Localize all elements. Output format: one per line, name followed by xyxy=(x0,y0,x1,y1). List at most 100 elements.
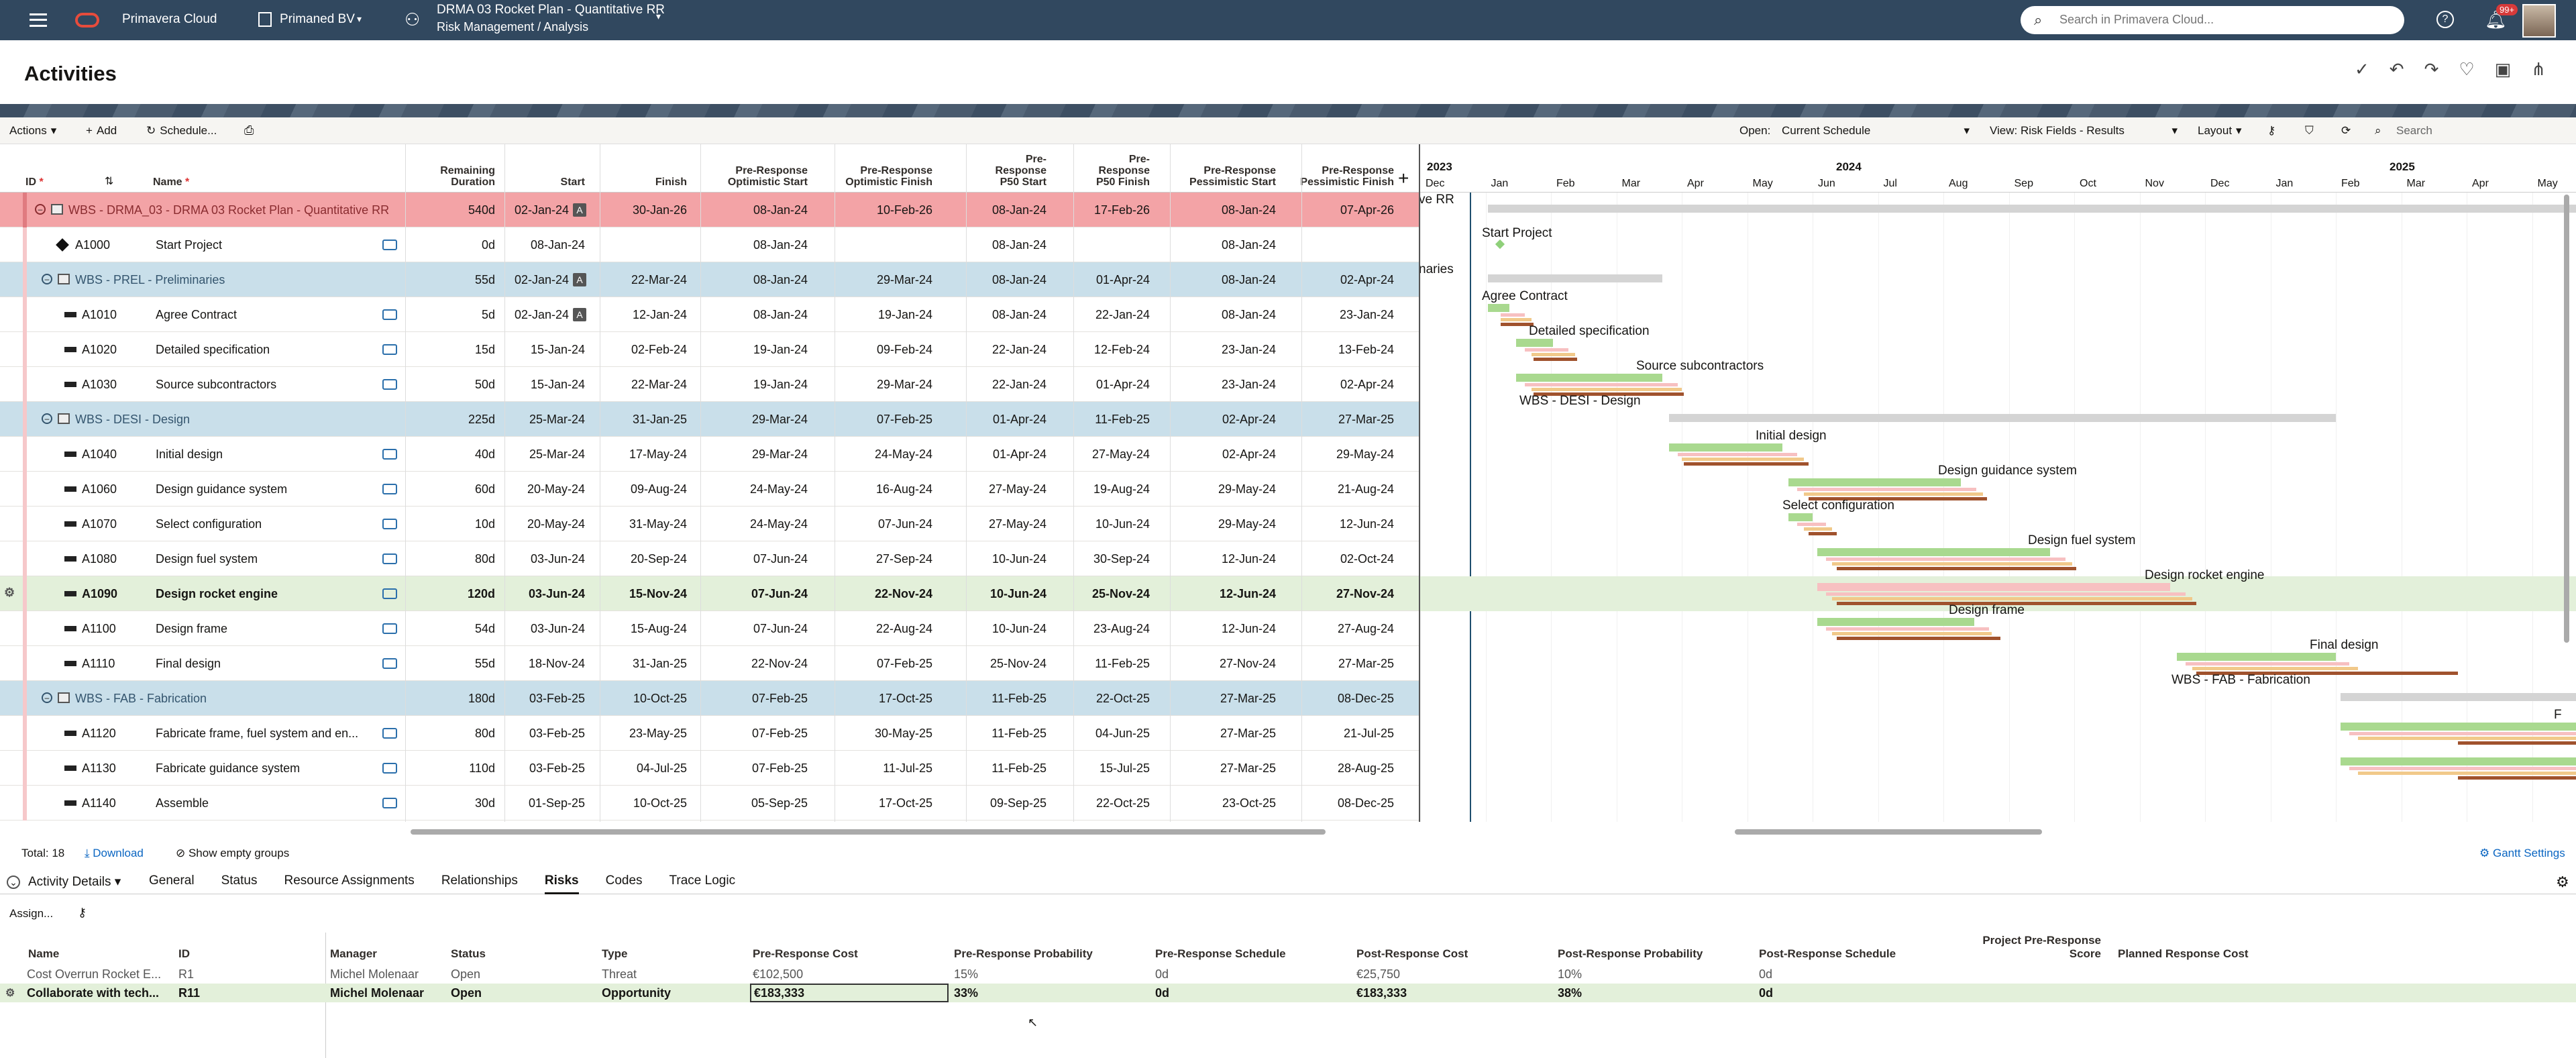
heart-icon[interactable]: ♡ xyxy=(2459,59,2475,79)
cell-p50s[interactable]: 11-Feb-25 xyxy=(991,727,1046,740)
cell-rem[interactable]: 54d xyxy=(474,622,495,635)
pessimistic-bar[interactable] xyxy=(1836,567,2077,570)
cell-p50f[interactable]: 10-Jun-24 xyxy=(1095,517,1150,531)
activity-bar[interactable] xyxy=(1788,478,1961,486)
table-row[interactable]: A1120 Fabricate frame, fuel system and en… xyxy=(0,716,1419,751)
cell-ppf[interactable]: 27-Mar-25 xyxy=(1338,657,1394,670)
p50-bar[interactable] xyxy=(1832,597,2192,600)
cell-p50s[interactable]: 09-Sep-25 xyxy=(989,796,1046,810)
optimistic-bar[interactable] xyxy=(2349,767,2576,770)
cell-p50f[interactable]: 23-Aug-24 xyxy=(1093,622,1150,635)
refresh-icon[interactable]: ⟳ xyxy=(2341,123,2351,137)
notebook-icon[interactable] xyxy=(382,379,397,390)
key-icon[interactable]: ⚷ xyxy=(78,906,87,919)
pessimistic-bar[interactable] xyxy=(1534,358,1577,361)
col-pre-opt-finish[interactable]: Pre-Response Optimistic Finish xyxy=(845,165,932,188)
chevron-down-icon[interactable]: ▾ xyxy=(656,11,661,21)
cell-pos[interactable]: 29-Mar-24 xyxy=(751,447,808,461)
risk-cell-prp[interactable]: 15% xyxy=(954,967,979,981)
notebook-icon[interactable] xyxy=(382,658,397,669)
cell-p50s[interactable]: 08-Jan-24 xyxy=(991,238,1046,252)
cell-ppf[interactable]: 02-Apr-24 xyxy=(1340,273,1394,286)
pessimistic-bar[interactable] xyxy=(1808,497,1987,500)
gantt-v-scrollbar[interactable] xyxy=(2564,195,2569,643)
cell-p50s[interactable]: 11-Feb-25 xyxy=(991,761,1046,775)
notebook-icon[interactable] xyxy=(382,519,397,529)
pessimistic-bar[interactable] xyxy=(1808,532,1837,535)
cell-start[interactable]: 25-Mar-24 xyxy=(529,447,585,461)
table-row[interactable]: A1000 Start Project 0d 08-Jan-24 08-Jan-24 08… xyxy=(0,227,1419,262)
col-remaining-duration[interactable]: Remaining Duration xyxy=(440,165,495,188)
cell-p50f[interactable]: 27-May-24 xyxy=(1091,447,1150,461)
p50-bar[interactable] xyxy=(2357,772,2576,775)
pessimistic-bar[interactable] xyxy=(1534,392,1684,396)
cell-finish[interactable]: 20-Sep-24 xyxy=(630,552,687,566)
cell-rem[interactable]: 5d xyxy=(481,308,495,321)
cell-p50f[interactable]: 01-Apr-24 xyxy=(1095,378,1150,391)
cell-p50s[interactable]: 08-Jan-24 xyxy=(991,308,1046,321)
global-search-input[interactable] xyxy=(2059,13,2388,27)
cell-finish[interactable]: 23-May-25 xyxy=(629,727,687,740)
show-empty-groups[interactable]: ⊘ Show empty groups xyxy=(176,847,290,859)
cell-start[interactable]: 15-Jan-24 xyxy=(530,343,585,356)
cell-finish[interactable]: 22-Mar-24 xyxy=(631,378,687,391)
risk-cell-manager[interactable]: Michel Molenaar xyxy=(330,986,425,1000)
notebook-icon[interactable] xyxy=(382,623,397,634)
cell-pps[interactable]: 08-Jan-24 xyxy=(1221,203,1276,217)
cell-ppf[interactable] xyxy=(1295,227,1394,262)
table-row[interactable]: A1100 Design frame 54d 03-Jun-24 15-Aug-24 07… xyxy=(0,611,1419,646)
cell-p50f[interactable]: 01-Apr-24 xyxy=(1095,273,1150,286)
cell-ppf[interactable]: 12-Jun-24 xyxy=(1339,517,1394,531)
pessimistic-bar[interactable] xyxy=(1501,323,1534,326)
undo-icon[interactable]: ↶ xyxy=(2389,59,2404,79)
cell-ppf[interactable]: 08-Dec-25 xyxy=(1337,692,1394,705)
cell-pof[interactable]: 16-Aug-24 xyxy=(875,482,932,496)
cell-p50s[interactable]: 10-Jun-24 xyxy=(991,552,1046,566)
cell-rem[interactable]: 15d xyxy=(474,343,495,356)
notebook-icon[interactable] xyxy=(382,449,397,460)
cell-p50s[interactable]: 01-Apr-24 xyxy=(992,447,1046,461)
cell-start[interactable]: 02-Jan-24 xyxy=(514,273,569,286)
col-pre-pess-start[interactable]: Pre-Response Pessimistic Start xyxy=(1189,165,1276,188)
cell-pps[interactable]: 02-Apr-24 xyxy=(1222,413,1276,426)
risk-row[interactable]: Cost Overrun Rocket E... R1 Michel Molenaa… xyxy=(0,965,2576,984)
add-button[interactable]: + Add xyxy=(86,123,117,137)
grid-search[interactable]: Search xyxy=(2396,123,2432,137)
cell-rem[interactable]: 80d xyxy=(474,727,495,740)
cell-ppf[interactable]: 21-Jul-25 xyxy=(1343,727,1394,740)
cell-rem[interactable]: 55d xyxy=(474,657,495,670)
notebook-icon[interactable] xyxy=(382,344,397,355)
cell-pos[interactable]: 08-Jan-24 xyxy=(753,308,808,321)
risk-cell-poc[interactable]: €25,750 xyxy=(1356,967,1401,981)
optimistic-bar[interactable] xyxy=(1797,523,1826,526)
cell-p50f[interactable]: 12-Feb-24 xyxy=(1093,343,1150,356)
pessimistic-bar[interactable] xyxy=(2458,741,2576,745)
collapse-icon[interactable]: – xyxy=(42,274,52,284)
activity-bar[interactable] xyxy=(1817,548,2051,556)
col-finish[interactable]: Finish xyxy=(655,176,687,188)
assign-button[interactable]: Assign... xyxy=(9,907,54,920)
cell-p50f[interactable]: 11-Feb-25 xyxy=(1095,657,1150,670)
cell-finish[interactable]: 15-Aug-24 xyxy=(630,622,687,635)
cell-pof[interactable]: 29-Mar-24 xyxy=(876,378,932,391)
cell-p50f[interactable]: 15-Jul-25 xyxy=(1099,761,1150,775)
activity-bar[interactable] xyxy=(1516,339,1554,347)
activity-bar[interactable] xyxy=(1817,618,1974,626)
cell-rem[interactable]: 40d xyxy=(474,447,495,461)
cell-p50f[interactable]: 30-Sep-24 xyxy=(1093,552,1150,566)
cell-ppf[interactable]: 28-Aug-25 xyxy=(1337,761,1394,775)
table-row[interactable]: A1020 Detailed specification 15d 15-Jan-24 0… xyxy=(0,332,1419,367)
activity-details-title[interactable]: Activity Details ▾ xyxy=(28,875,121,889)
cell-pos[interactable]: 19-Jan-24 xyxy=(753,378,808,391)
avatar[interactable] xyxy=(2522,4,2556,38)
cell-p50f[interactable]: 11-Feb-25 xyxy=(1095,413,1150,426)
col-pre-pess-finish[interactable]: Pre-Response Pessimistic Finish xyxy=(1300,165,1394,188)
milestone-marker[interactable] xyxy=(1495,239,1505,250)
risk-cell-poc[interactable]: €183,333 xyxy=(1356,986,1407,1000)
checkmark-icon[interactable]: ✓ xyxy=(2355,59,2369,79)
download-link[interactable]: ⤓ Download xyxy=(85,847,144,859)
cell-ppf[interactable]: 02-Apr-24 xyxy=(1340,378,1394,391)
gear-icon[interactable]: ⚙ xyxy=(2556,873,2569,890)
gantt-h-scrollbar[interactable] xyxy=(1735,829,2042,835)
p50-bar[interactable] xyxy=(2192,667,2358,670)
